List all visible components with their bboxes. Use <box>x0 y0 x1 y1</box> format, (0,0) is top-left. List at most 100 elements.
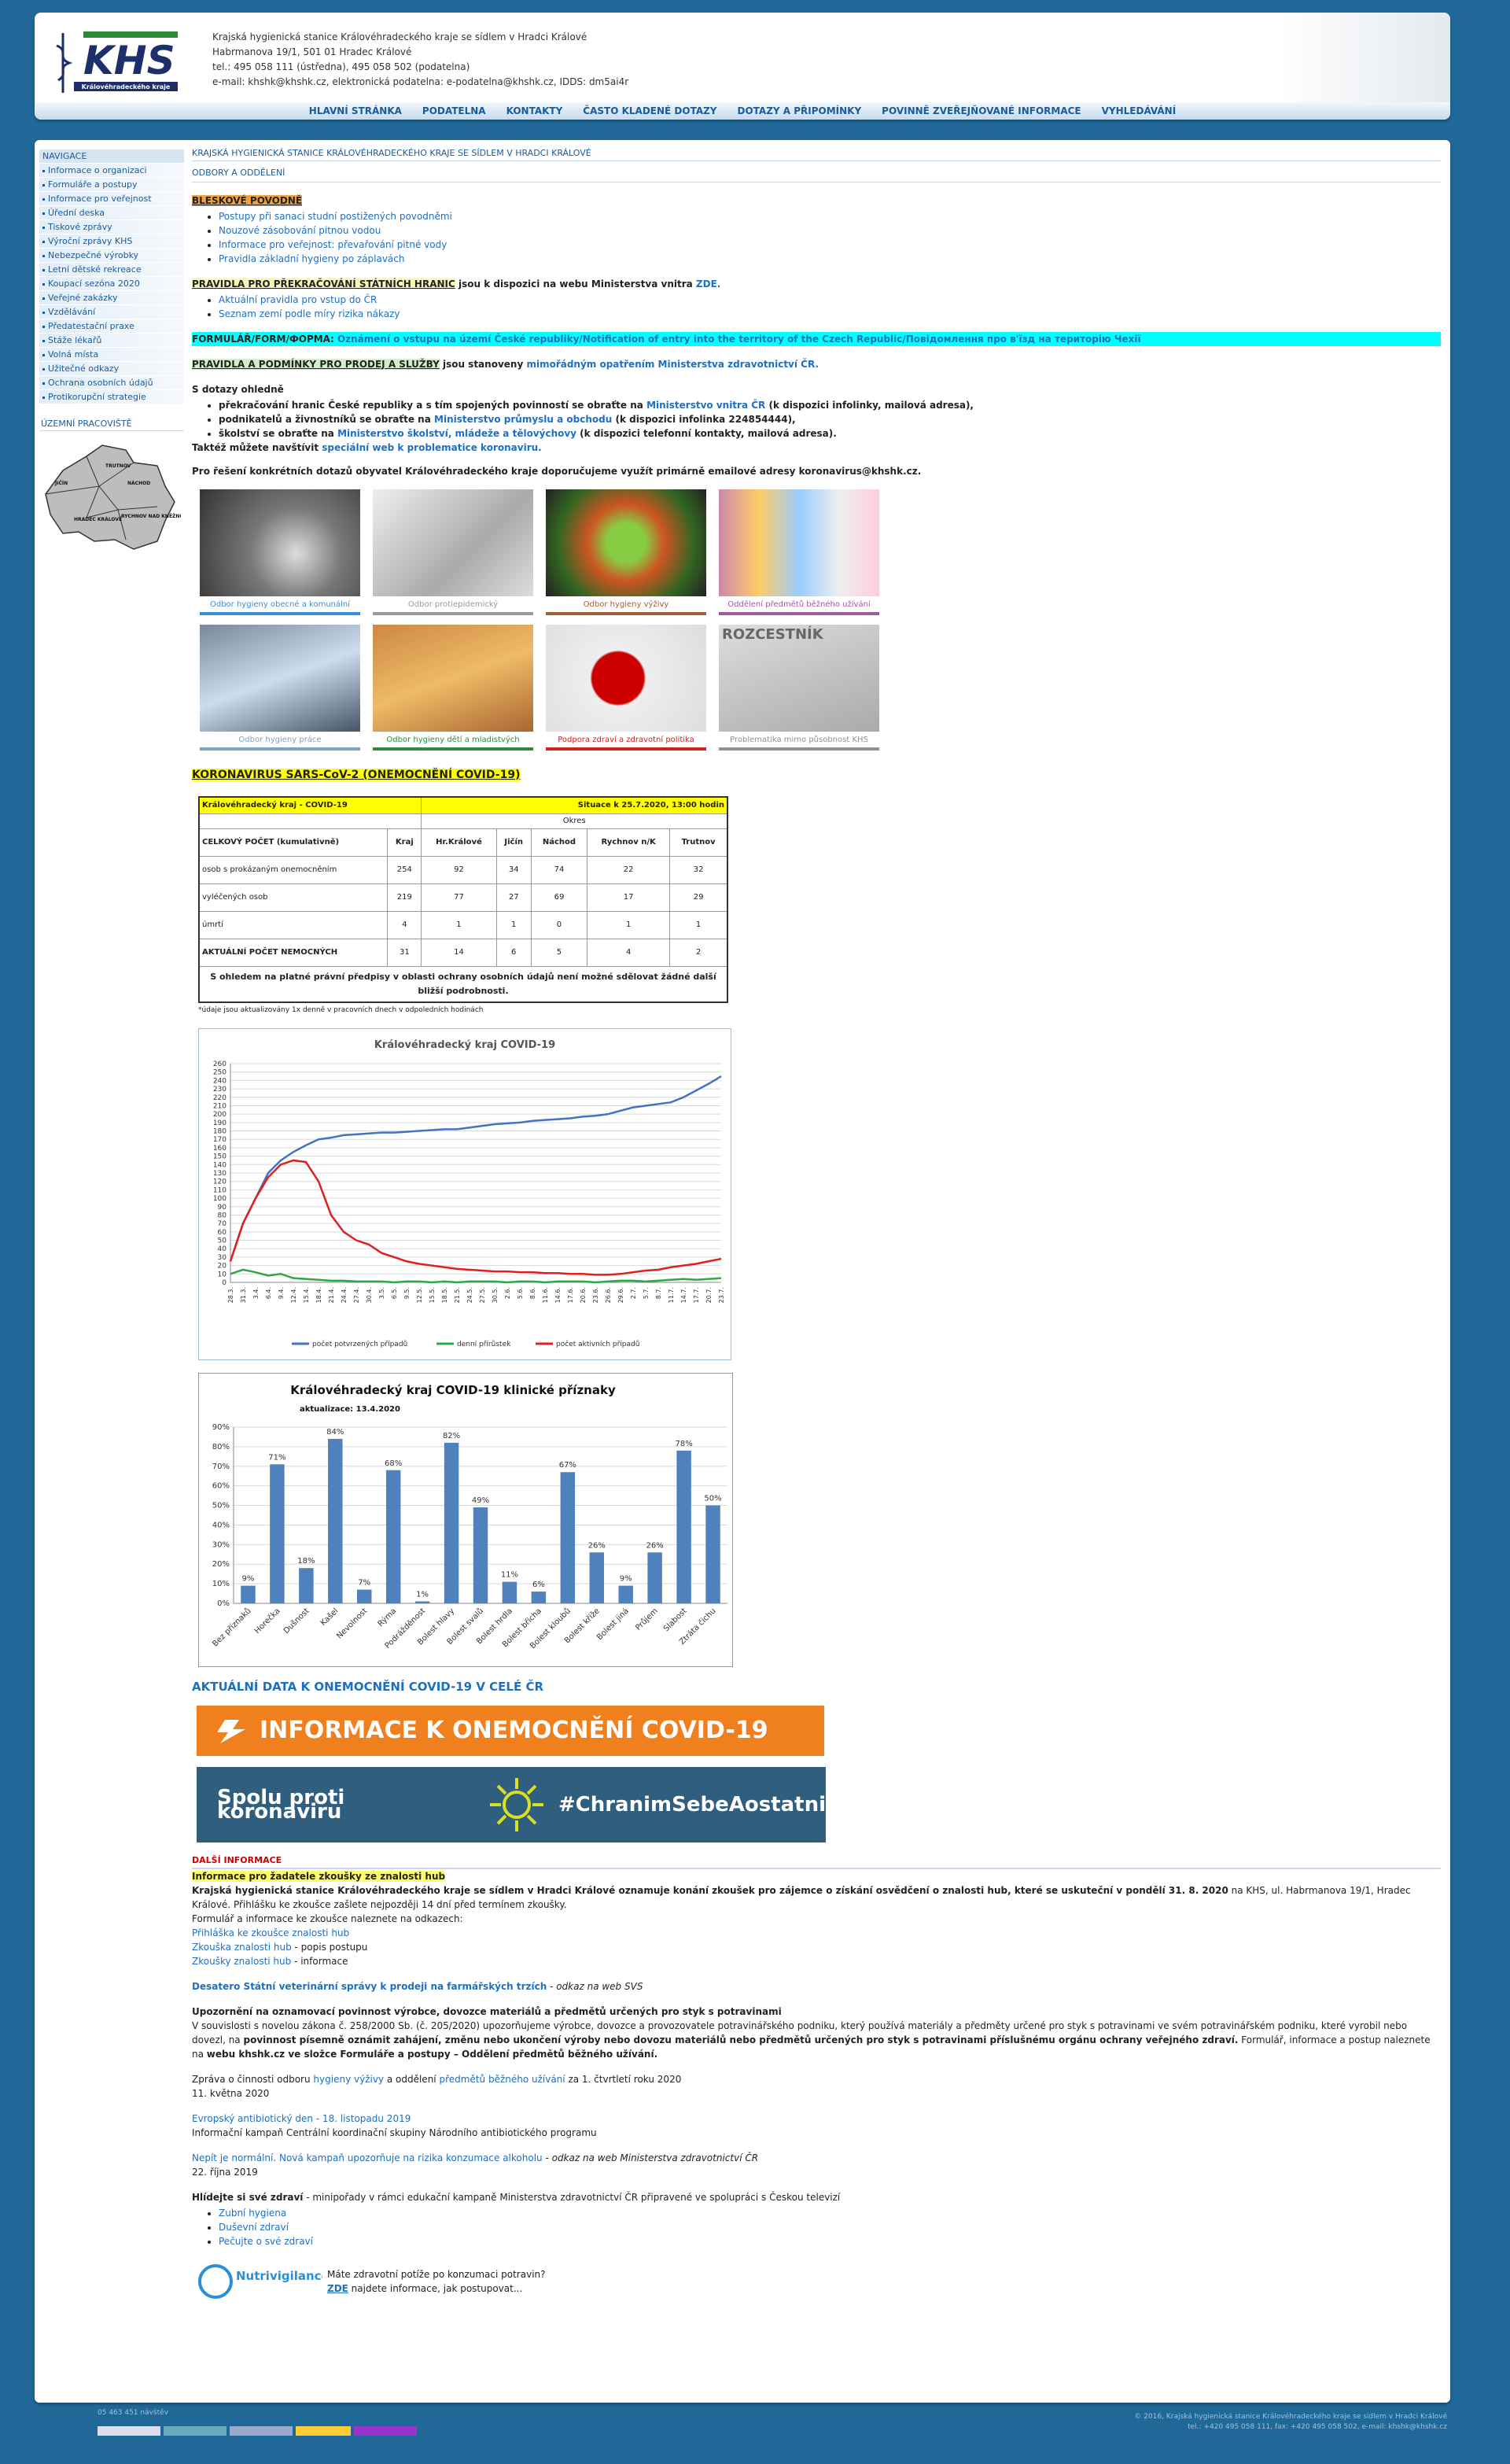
eu-text: Informační kampaň Centrální koordinační … <box>192 2127 597 2138</box>
list-link[interactable]: Informace pro veřejnost: převařování pit… <box>219 239 447 250</box>
sidebar-link[interactable]: Koupací sezóna 2020 <box>48 278 140 289</box>
nav-link[interactable]: DOTAZY A PŘIPOMÍNKY <box>737 105 862 116</box>
question-link[interactable]: Ministerstvo průmyslu a obchodu <box>434 414 613 425</box>
y-tick-label: 30% <box>212 1540 230 1549</box>
sidebar-link[interactable]: Informace pro veřejnost <box>48 194 152 204</box>
sidebar-link[interactable]: Užitečné odkazy <box>48 363 120 374</box>
eu-link[interactable]: Evropský antibiotický den - 18. listopad… <box>192 2113 411 2124</box>
tile-image[interactable] <box>200 489 360 596</box>
tile-caption[interactable]: Odbor protiepidemický <box>407 600 499 609</box>
sidebar-link[interactable]: Předatestační praxe <box>48 321 134 331</box>
tile-caption[interactable]: Oddělení předmětů běžného užívání <box>727 600 871 609</box>
question-link[interactable]: Ministerstvo školství, mládeže a tělovýc… <box>337 428 576 439</box>
sidebar-link[interactable]: Formuláře a postupy <box>48 179 138 190</box>
table-cell: osob s prokázaným onemocněním <box>198 856 389 884</box>
tile-caption[interactable]: Podpora zdraví a zdravotní politika <box>558 736 694 744</box>
tile-image[interactable] <box>373 489 533 596</box>
y-tick-label: 40 <box>218 1245 227 1253</box>
tile-caption[interactable]: Problematika mimo působnost KHS <box>730 736 868 744</box>
report-link[interactable]: předmětů běžného užívání <box>439 2074 565 2085</box>
visit-link[interactable]: speciální web k problematice koronaviru. <box>322 442 542 453</box>
badges <box>98 2426 417 2436</box>
nav-link[interactable]: VYHLEDÁVÁNÍ <box>1101 105 1177 116</box>
sidebar-link[interactable]: Volná místa <box>48 349 99 360</box>
y-tick-label: 10% <box>212 1580 230 1588</box>
info-banner-text: INFORMACE K ONEMOCNĚNÍ COVID-19 <box>260 1717 768 1744</box>
x-tick-label: 27.4. <box>353 1287 360 1303</box>
breadcrumb: KRAJSKÁ HYGIENICKÁ STANICE KRÁLOVÉHRADEC… <box>192 146 1441 161</box>
link-note: - popis postupu <box>291 1942 368 1953</box>
list-link[interactable]: Pečujte o své zdraví <box>219 2236 313 2247</box>
nutri-link[interactable]: ZDE <box>327 2283 348 2294</box>
together-banner[interactable]: Spolu proti koronaviru #ChranimSebeAosta… <box>197 1767 826 1842</box>
value-label: 1% <box>416 1591 429 1599</box>
sidebar-link[interactable]: Informace o organizaci <box>48 165 147 175</box>
sidebar-link[interactable]: Tiskové zprávy <box>48 222 112 232</box>
list-link[interactable]: Seznam zemí podle míry rizika nákazy <box>219 308 400 319</box>
tile-image[interactable] <box>546 489 706 596</box>
bar <box>241 1585 256 1603</box>
y-tick-label: 30 <box>218 1254 227 1262</box>
x-tick-label: 12.4. <box>290 1287 297 1303</box>
nav-link[interactable]: PODATELNA <box>422 105 486 116</box>
sidebar-link[interactable]: Vzdělávání <box>48 307 96 317</box>
mushroom-link[interactable]: Zkoušky znalosti hub <box>192 1956 292 1967</box>
tile-caption[interactable]: Odbor hygieny obecné a komunální <box>209 600 351 609</box>
mushroom-link[interactable]: Zkouška znalosti hub <box>192 1942 292 1953</box>
question-item: podnikatelů a živnostníků se obraťte na … <box>219 412 1441 426</box>
region-title: ÚZEMNÍ PRACOVIŠTĚ <box>39 419 184 431</box>
list-link[interactable]: Postupy při sanaci studní postižených po… <box>219 211 452 222</box>
nav-link[interactable]: POVINNĚ ZVEŘEJŇOVANÉ INFORMACE <box>882 105 1081 116</box>
list-link[interactable]: Aktuální pravidla pro vstup do ČR <box>219 294 378 305</box>
tile-image[interactable] <box>200 625 360 732</box>
tile-image[interactable] <box>546 625 706 732</box>
sidebar-link[interactable]: Letní dětské rekreace <box>48 264 142 275</box>
czech-data-link[interactable]: AKTUÁLNÍ DATA K ONEMOCNĚNÍ COVID-19 V CE… <box>192 1680 544 1694</box>
info-banner[interactable]: INFORMACE K ONEMOCNĚNÍ COVID-19 <box>197 1706 824 1756</box>
list-link[interactable]: Duševní zdraví <box>219 2222 289 2233</box>
nav-link[interactable]: HLAVNÍ STRÁNKA <box>308 105 402 116</box>
notice-text: webu khshk.cz ve složce Formuláře a post… <box>206 2049 658 2060</box>
sidebar-link[interactable]: Nebezpečné výrobky <box>48 250 139 260</box>
x-tick-label: 23.7. <box>718 1287 725 1303</box>
sidebar-link[interactable]: Stáže lékařů <box>48 335 102 345</box>
address-line: Krajská hygienická stanice Královéhradec… <box>212 31 587 42</box>
list-link[interactable]: Pravidla základní hygieny po záplavách <box>219 253 405 264</box>
tile-image[interactable]: ROZCESTNÍK <box>719 625 879 732</box>
nav-link[interactable]: KONTAKTY <box>506 105 563 116</box>
tile-caption[interactable]: Odbor hygieny práce <box>238 736 322 744</box>
banner-icon <box>217 1720 245 1743</box>
mushroom-link[interactable]: Přihláška ke zkoušce znalosti hub <box>192 1927 350 1938</box>
list-link[interactable]: Zubní hygiena <box>219 2208 287 2219</box>
borders-link[interactable]: ZDE. <box>695 278 721 290</box>
badge <box>230 2426 293 2436</box>
spacer <box>192 183 1441 194</box>
y-tick-label: 0% <box>217 1599 230 1608</box>
form-link[interactable]: Oznámení o vstupu na území České republi… <box>333 334 1141 345</box>
question-link[interactable]: Ministerstvo vnitra ČR <box>646 400 766 411</box>
sidebar-link[interactable]: Ochrana osobních údajů <box>48 378 153 388</box>
list-link[interactable]: Nouzové zásobování pitnou vodou <box>219 225 381 236</box>
y-tick-label: 70% <box>212 1463 230 1471</box>
tile-caption[interactable]: Odbor hygieny výživy <box>583 600 669 609</box>
value-label: 68% <box>385 1459 402 1468</box>
x-tick-label: 18.5. <box>441 1287 448 1303</box>
tile-caption[interactable]: Odbor hygieny dětí a mladistvých <box>386 736 520 744</box>
x-tick-label: 5.7. <box>643 1287 650 1299</box>
logo-text: KHS <box>83 38 175 83</box>
spacer <box>192 266 1441 277</box>
tile-image[interactable] <box>719 489 879 596</box>
sidebar-link[interactable]: Úřední deska <box>48 208 105 218</box>
sidebar-link[interactable]: Veřejné zakázky <box>48 293 118 303</box>
nav-link[interactable]: ČASTO KLADENÉ DOTAZY <box>583 105 717 116</box>
value-label: 49% <box>472 1496 489 1505</box>
sales-link[interactable]: mimořádným opatřením Ministerstva zdravo… <box>526 359 819 370</box>
tile-image[interactable] <box>373 625 533 732</box>
sidebar-link[interactable]: Protikorupční strategie <box>48 392 146 402</box>
spacer <box>192 346 1441 357</box>
svs-link[interactable]: Desatero Státní veterinární správy k pro… <box>192 1981 547 1992</box>
sidebar-link[interactable]: Výroční zprávy KHS <box>48 236 133 246</box>
report-link[interactable]: hygieny výživy <box>313 2074 385 2085</box>
alcohol-link[interactable]: Nepít je normální. Nová kampaň upozorňuj… <box>192 2152 543 2163</box>
table-row: CELKOVÝ POČET (kumulativně) Kraj Hr.Králov… <box>198 828 728 857</box>
